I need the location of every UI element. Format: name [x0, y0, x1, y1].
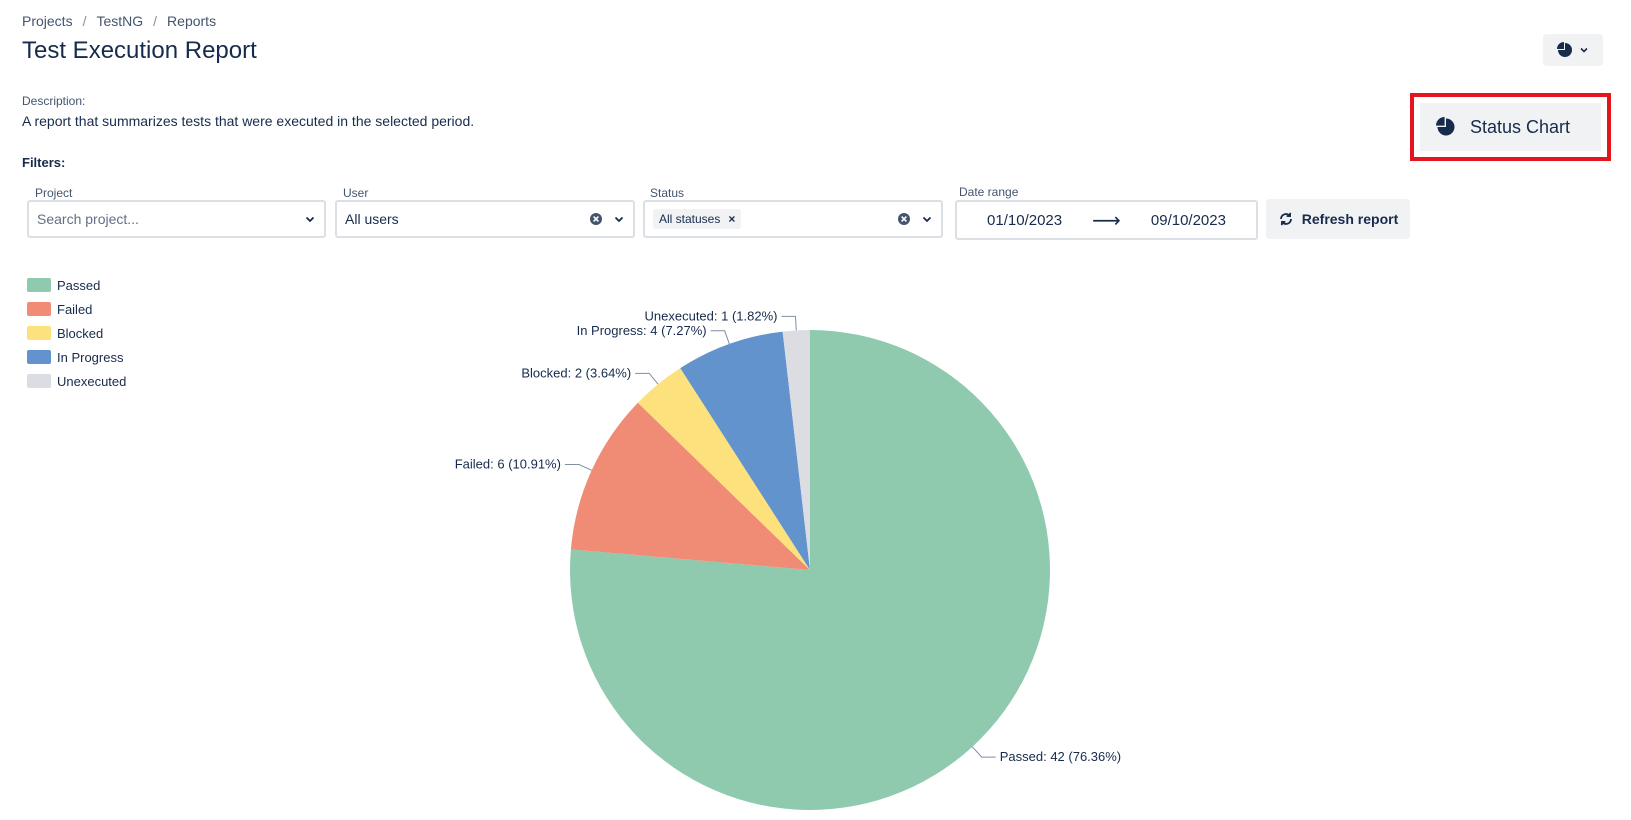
legend-label: Unexecuted [57, 373, 127, 389]
legend-swatch [27, 374, 51, 388]
legend-swatch [27, 350, 51, 364]
pie-leader-line [710, 330, 730, 345]
breadcrumb-separator: / [82, 13, 87, 29]
legend-swatch [27, 326, 51, 340]
legend-swatch [27, 278, 51, 292]
project-select[interactable]: Search project... [27, 200, 326, 238]
legend-swatch [27, 302, 51, 316]
page-title: Test Execution Report [22, 37, 257, 64]
breadcrumb-reports[interactable]: Reports [167, 13, 217, 29]
user-select-value: All users [345, 211, 399, 227]
date-range-label: Date range [959, 185, 1019, 199]
legend-label: In Progress [57, 349, 124, 365]
clear-icon[interactable] [897, 212, 911, 226]
status-chip-label: All statuses [659, 212, 721, 226]
user-filter-label: User [343, 186, 369, 200]
breadcrumb-testng[interactable]: TestNG [96, 13, 144, 29]
legend-item-blocked[interactable]: Blocked [27, 321, 126, 345]
pie-leader-line [971, 746, 996, 758]
status-select[interactable]: All statuses × [643, 200, 943, 238]
arrow-right-icon: ⟶ [1092, 209, 1121, 232]
legend-item-failed[interactable]: Failed [27, 297, 126, 321]
clear-icon[interactable] [589, 212, 603, 226]
breadcrumb-projects[interactable]: Projects [22, 13, 73, 29]
refresh-report-button[interactable]: Refresh report [1266, 199, 1410, 239]
pie-slice-in-progress[interactable] [680, 331, 810, 570]
chevron-down-icon [305, 216, 315, 223]
start-date-input[interactable]: 01/10/2023 [987, 211, 1063, 229]
refresh-icon [1279, 212, 1292, 226]
pie-slice-blocked[interactable] [637, 368, 810, 570]
pie-label-blocked: Blocked: 2 (3.64%) [521, 365, 631, 380]
status-chip: All statuses × [653, 209, 742, 229]
breadcrumb-separator: / [153, 13, 158, 29]
status-chart-menu-item[interactable]: Status Chart [1420, 103, 1601, 151]
chart-type-toggle-button[interactable] [1543, 34, 1603, 66]
breadcrumb: Projects / TestNG / Reports [22, 13, 216, 29]
date-range-picker: 01/10/2023 ⟶ 09/10/2023 [955, 200, 1258, 240]
chevron-down-icon [1580, 47, 1588, 53]
chevron-down-icon [614, 216, 624, 223]
project-filter-label: Project [35, 186, 73, 200]
legend-item-in-progress[interactable]: In Progress [27, 345, 126, 369]
pie-slice-failed[interactable] [570, 402, 810, 570]
legend-item-passed[interactable]: Passed [27, 273, 126, 297]
pie-label-unexecuted: Unexecuted: 1 (1.82%) [645, 308, 778, 323]
pie-label-in-progress: In Progress: 4 (7.27%) [577, 323, 707, 338]
user-select[interactable]: All users [335, 200, 635, 238]
filters-label: Filters: [22, 155, 66, 170]
pie-chart-icon [1557, 42, 1572, 57]
legend-label: Blocked [57, 325, 104, 341]
chip-remove-icon[interactable]: × [728, 212, 736, 226]
description-label: Description: [22, 94, 86, 108]
legend-label: Passed [57, 277, 101, 293]
pie-slice-unexecuted[interactable] [782, 330, 810, 570]
status-select-value: All statuses × [653, 209, 897, 229]
end-date-input[interactable]: 09/10/2023 [1150, 211, 1226, 229]
pie-chart-icon [1436, 117, 1455, 136]
pie-leader-line [635, 372, 659, 385]
pie-label-failed: Failed: 6 (10.91%) [455, 456, 561, 471]
pie-leader-line [564, 463, 592, 471]
legend-item-unexecuted[interactable]: Unexecuted [27, 369, 126, 393]
project-select-placeholder: Search project... [37, 211, 139, 227]
refresh-report-label: Refresh report [1301, 211, 1399, 227]
legend-label: Failed [57, 301, 93, 317]
chevron-down-icon [922, 216, 932, 223]
status-filter-label: Status [650, 186, 685, 200]
status-chart-label: Status Chart [1470, 116, 1571, 137]
pie-leader-line [781, 315, 797, 331]
description-text: A report that summarizes tests that were… [22, 113, 475, 129]
chart-legend: Passed Failed Blocked In Progress Unexecuted [27, 273, 126, 393]
chart-type-menu: Status Chart [1410, 93, 1611, 161]
pie-label-passed: Passed: 42 (76.36%) [1000, 749, 1121, 764]
